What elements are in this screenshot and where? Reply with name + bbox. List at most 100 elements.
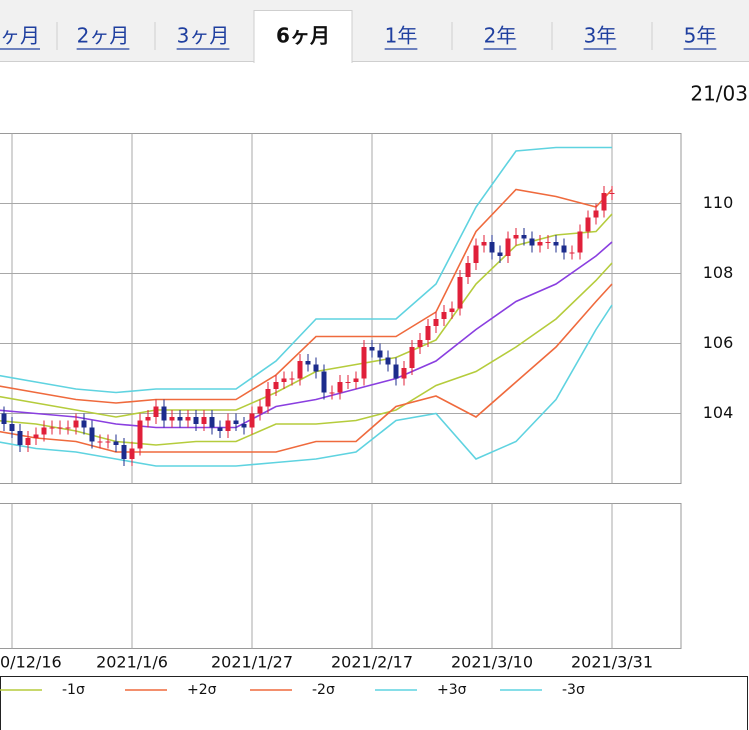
candle-body [457,277,463,309]
candle-body [489,242,495,253]
tab-label[interactable]: 2年 [484,24,517,48]
band-line [0,262,613,446]
candle-body [377,350,383,358]
tab-label[interactable]: 6ヶ月 [276,24,330,48]
candle-body [321,371,327,393]
main-panel [0,133,682,484]
legend-label: +2σ [187,682,217,698]
y-tick-label: 110 [703,193,734,212]
candle-body [305,361,311,365]
candle-body [449,308,455,312]
candle-body [425,326,431,340]
candle-body [249,413,255,428]
candle-body [153,406,159,417]
x-tick-label: 2021/3/31 [571,653,653,672]
candle-body [417,340,423,347]
selected-tab-gap [254,60,352,63]
candle-body [129,448,135,459]
candle-body [577,231,583,253]
candle-body [433,319,439,326]
candle-body [265,389,271,407]
candle-body [113,441,119,445]
candle-body [289,378,295,380]
selected-tab [253,10,353,63]
candle-body [505,238,511,256]
candle-body [585,217,591,232]
candle-body [217,427,223,431]
candle-body [529,238,535,246]
candle-body [281,378,287,382]
y-tick-label: 106 [703,333,734,352]
candle-body [609,193,615,194]
candle-body [385,357,391,365]
candle-body [545,242,551,243]
candle-body [73,420,79,428]
date-label: 21/03 [690,82,748,106]
candle-body [1,413,7,424]
candle-body [89,427,95,442]
x-tick-label: 2021/1/6 [96,653,168,672]
candle-body [201,417,207,424]
band-line [0,241,613,429]
candle-body [225,420,231,431]
band-line [0,213,613,418]
candle-body [193,417,199,424]
x-tick-label: 2021/2/17 [331,653,413,672]
legend-label: +3σ [437,682,467,698]
candle-body [41,427,47,435]
candle-body [521,235,527,239]
candle-body [97,441,103,443]
candle-body [473,245,479,263]
candle-body [513,235,519,239]
y-tick-label: 108 [703,263,734,282]
candle-body [313,364,319,372]
candle-body [257,406,263,414]
candle-body [273,382,279,389]
candle-body [465,263,471,277]
candle-body [121,445,127,459]
legend-box [0,676,748,730]
candle-body [297,361,303,379]
tab-bar [0,0,749,62]
legend-label: -3σ [562,682,585,698]
tab-label[interactable]: ヶ月 [0,24,40,48]
x-tick-label: 0/12/16 [0,653,62,672]
candle-body [233,420,239,424]
candle-body [209,417,215,428]
band-line [0,146,612,394]
tab-label[interactable]: 3ヶ月 [177,24,230,48]
legend-label: -2σ [312,682,335,698]
tab-label[interactable]: 2ヶ月 [77,24,130,48]
candle-body [169,417,175,421]
legend-label: -1σ [62,682,85,698]
candle-body [441,312,447,319]
candle-body [81,420,87,428]
candle-body [401,368,407,379]
band-line [0,188,613,404]
candle-body [393,364,399,379]
candle-body [17,431,23,445]
candle-body [497,252,503,256]
sub-panel [0,503,682,649]
tab-label[interactable]: 5年 [684,24,717,48]
y-tick-label: 104 [703,403,734,422]
candle-body [481,242,487,246]
band-line [0,304,613,467]
candle-body [561,245,567,253]
candle-body [601,193,607,211]
candle-body [185,417,191,421]
candle-body [553,242,559,246]
candle-body [161,406,167,421]
tab-label[interactable]: 3年 [584,24,617,48]
candle-body [337,382,343,393]
candle-body [345,382,351,383]
candle-body [105,441,111,443]
candle-body [593,210,599,218]
candle-body [409,347,415,368]
candle-body [569,252,575,254]
tab-label[interactable]: 1年 [385,24,418,48]
candle-body [177,417,183,421]
x-tick-label: 2021/1/27 [211,653,293,672]
band-line [0,283,613,453]
